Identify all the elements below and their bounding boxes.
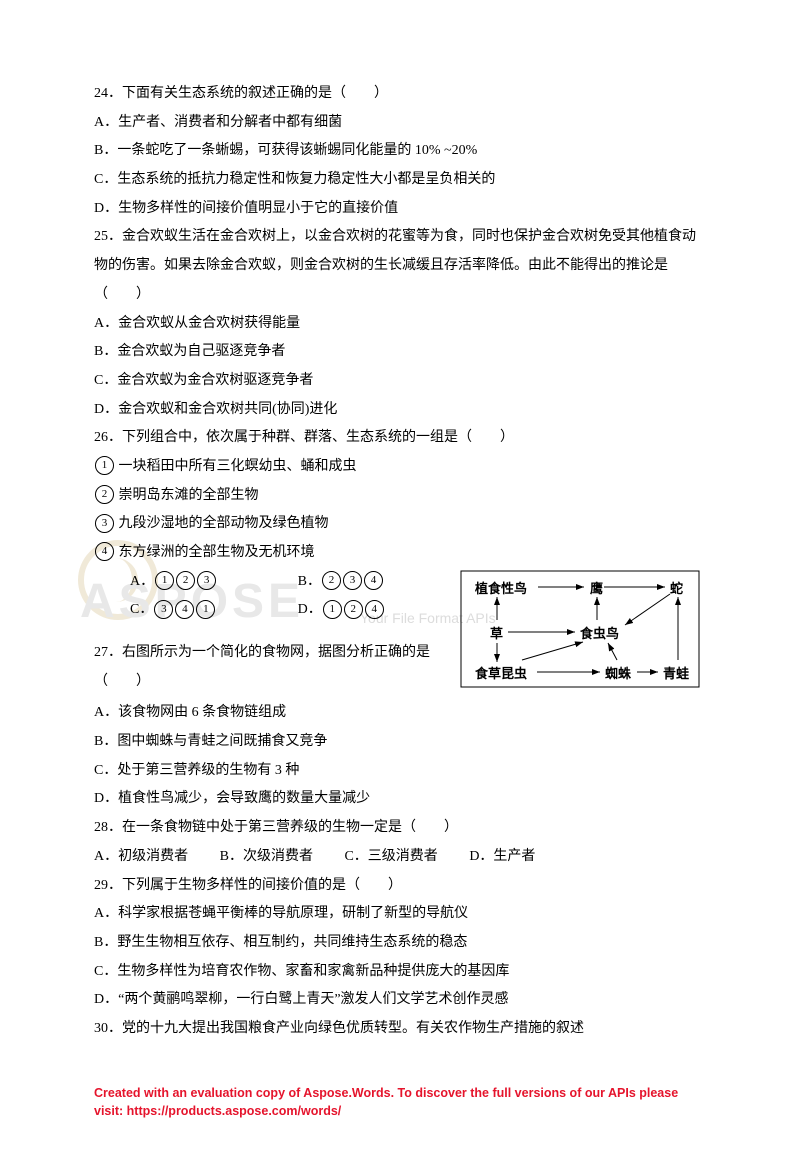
circled-3-icon: 3 — [95, 514, 114, 533]
q25-opt-b: B．金合欢蚁为自己驱逐竞争者 — [94, 338, 700, 367]
q24-stem: 24．下面有关生态系统的叙述正确的是（ ） — [94, 80, 700, 109]
q25-stem: 25．金合欢蚁生活在金合欢树上，以金合欢树的花蜜等为食，同时也保护金合欢树免受其… — [94, 223, 700, 309]
q24-opt-d: D．生物多样性的间接价值明显小于它的直接价值 — [94, 195, 700, 224]
q29-opt-a: A．科学家根据苍蝇平衡棒的导航原理，研制了新型的导航仪 — [94, 900, 700, 929]
q25-opt-d: D．金合欢蚁和金合欢树共同(协同)进化 — [94, 396, 700, 425]
q26-item-4: 4 东方绿洲的全部生物及无机环境 — [94, 539, 700, 568]
q24-opt-b: B．一条蛇吃了一条蜥蜴，可获得该蜥蜴同化能量的 10% ~20% — [94, 137, 700, 166]
q29-opt-c: C．生物多样性为培育农作物、家畜和家禽新品种提供庞大的基因库 — [94, 958, 700, 987]
svg-text:蛇: 蛇 — [670, 581, 683, 596]
q26-opt-d: D．124 — [298, 596, 450, 625]
circled-2-icon: 2 — [95, 485, 114, 504]
q29-opt-b: B．野生生物相互依存、相互制约，共同维持生态系统的稳态 — [94, 929, 700, 958]
svg-text:植食性鸟: 植食性鸟 — [474, 581, 527, 596]
q24-opt-c: C．生态系统的抵抗力稳定性和恢复力稳定性大小都是呈负相关的 — [94, 166, 700, 195]
evaluation-footer: Created with an evaluation copy of Aspos… — [0, 1084, 794, 1161]
q26-opt-a: A．123 — [94, 568, 298, 597]
q30-stem: 30．党的十九大提出我国粮食产业向绿色优质转型。有关农作物生产措施的叙述 — [94, 1015, 700, 1044]
q26-item-1: 1 一块稻田中所有三化螟幼虫、蛹和成虫 — [94, 453, 700, 482]
q26-item-2: 2 崇明岛东滩的全部生物 — [94, 482, 700, 511]
q29-stem: 29．下列属于生物多样性的间接价值的是（ ） — [94, 872, 700, 901]
q26-i2-text: 崇明岛东滩的全部生物 — [115, 488, 259, 503]
q28-opt-c: C．三级消费者 — [344, 843, 437, 872]
circled-1-icon: 1 — [95, 456, 114, 475]
q27-opt-a: A．该食物网由 6 条食物链组成 — [94, 699, 700, 728]
q27-opt-b: B．图中蜘蛛与青蛙之间既捕食又竞争 — [94, 728, 700, 757]
q26-i1-text: 一块稻田中所有三化螟幼虫、蛹和成虫 — [115, 459, 357, 474]
svg-text:青蛙: 青蛙 — [663, 666, 689, 681]
svg-text:草: 草 — [490, 626, 503, 641]
svg-text:食虫鸟: 食虫鸟 — [580, 626, 619, 641]
food-web-diagram: 植食性鸟 鹰 蛇草 食虫鸟蜘蛛 青蛙 食草昆虫 — [460, 570, 700, 700]
q29-opt-d: D．“两个黄鹂鸣翠柳，一行白鹭上青天”激发人们文学艺术创作灵感 — [94, 986, 700, 1015]
q25-opt-c: C．金合欢蚁为金合欢树驱逐竞争者 — [94, 367, 700, 396]
q27-opt-d: D．植食性鸟减少，会导致鹰的数量大量减少 — [94, 785, 700, 814]
q28-opt-d: D．生产者 — [469, 843, 535, 872]
q26-i3-text: 九段沙湿地的全部动物及绿色植物 — [115, 516, 329, 531]
q26-stem: 26．下列组合中，依次属于种群、群落、生态系统的一组是（ ） — [94, 424, 700, 453]
q28-opt-a: A．初级消费者 — [94, 843, 188, 872]
svg-text:鹰: 鹰 — [590, 581, 603, 596]
q25-opt-a: A．金合欢蚁从金合欢树获得能量 — [94, 310, 700, 339]
q28-stem: 28．在一条食物链中处于第三营养级的生物一定是（ ） — [94, 814, 700, 843]
q24-opt-a: A．生产者、消费者和分解者中都有细菌 — [94, 109, 700, 138]
q26-item-3: 3 九段沙湿地的全部动物及绿色植物 — [94, 510, 700, 539]
q26-opt-b: B．234 — [298, 568, 450, 597]
q26-i4-text: 东方绿洲的全部生物及无机环境 — [115, 545, 315, 560]
q28-opt-b: B．次级消费者 — [220, 843, 313, 872]
q26-opt-c: C．341 — [94, 596, 298, 625]
svg-text:蜘蛛: 蜘蛛 — [605, 666, 632, 681]
q27-opt-c: C．处于第三营养级的生物有 3 种 — [94, 757, 700, 786]
circled-4-icon: 4 — [95, 542, 114, 561]
svg-text:食草昆虫: 食草昆虫 — [475, 666, 527, 681]
